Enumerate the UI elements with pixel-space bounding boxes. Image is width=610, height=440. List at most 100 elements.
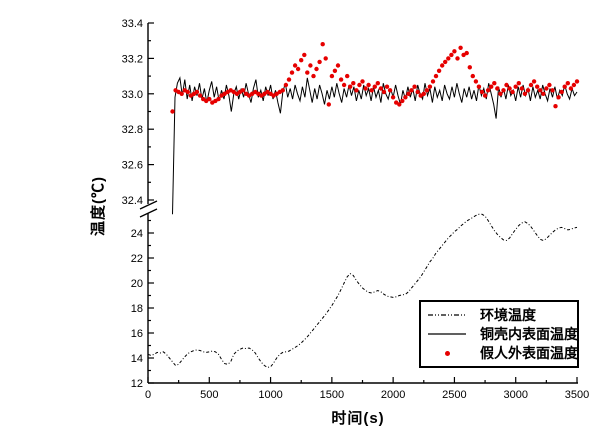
x-tick-label: 500 <box>200 389 218 401</box>
solid-line-sample-icon <box>427 331 467 337</box>
manikin-dot <box>470 73 475 79</box>
manikin-dot <box>381 89 387 95</box>
manikin-dot <box>289 70 295 75</box>
manikin-dot <box>308 63 313 68</box>
manikin-dot <box>375 81 380 86</box>
legend-item-ambient: 环境温度 <box>427 305 571 324</box>
legend-item-manikin: 假人外表面温度 <box>427 344 578 363</box>
manikin-dot <box>341 82 347 88</box>
manikin-dot <box>571 82 577 88</box>
manikin-dot <box>458 45 463 50</box>
manikin-dot <box>170 109 175 114</box>
manikin-dot <box>421 91 426 97</box>
manikin-dot <box>547 82 552 88</box>
manikin-dot <box>440 63 445 68</box>
break-slash-icon <box>139 200 158 210</box>
manikin-dot <box>430 79 436 84</box>
manikin-dot <box>574 79 580 84</box>
manikin-dot <box>295 66 301 72</box>
manikin-dot <box>553 104 558 109</box>
manikin-dot <box>369 88 374 93</box>
manikin-dot <box>510 89 515 95</box>
y-tick-label: 32.8 <box>122 124 143 136</box>
manikin-dot <box>357 82 362 88</box>
x-tick-label: 2500 <box>442 389 466 401</box>
manikin-dot <box>286 77 292 82</box>
legend-label-ambient: 环境温度 <box>480 306 536 323</box>
manikin-dot <box>541 91 546 97</box>
manikin-dot <box>452 49 457 54</box>
manikin-dot <box>194 89 200 95</box>
manikin-dot <box>473 79 479 84</box>
manikin-dot <box>436 68 442 74</box>
manikin-dot <box>354 88 359 93</box>
tick-marks <box>147 22 578 384</box>
manikin-dot <box>216 96 221 102</box>
manikin-dot <box>348 84 353 89</box>
manikin-dot <box>329 73 335 79</box>
manikin-dot <box>400 98 405 104</box>
x-tick-label: 1500 <box>320 389 344 401</box>
manikin-dot <box>302 52 307 58</box>
manikin-dot <box>360 79 365 84</box>
manikin-dot <box>498 91 503 97</box>
manikin-dot <box>556 95 561 100</box>
x-tick-label: 0 <box>145 389 151 401</box>
x-tick-label: 3000 <box>503 389 527 401</box>
break-slash-icon <box>139 208 158 218</box>
legend-label-manikin: 假人外表面温度 <box>480 345 578 362</box>
legend-item-copper-shell: 铜壳内表面温度 <box>427 324 578 343</box>
manikin-dot <box>323 56 328 61</box>
x-axis-title: 时间(s) <box>331 410 385 427</box>
manikin-dot <box>516 81 521 86</box>
manikin-dot <box>455 56 460 61</box>
manikin-dot <box>415 89 420 95</box>
manikin-dot <box>372 84 377 89</box>
manikin-dot <box>504 82 509 88</box>
manikin-dot <box>489 84 494 89</box>
manikin-dot <box>482 93 488 98</box>
manikin-dot <box>332 68 338 74</box>
manikin-dot <box>351 81 356 86</box>
manikin-dot <box>335 63 341 68</box>
manikin-dot <box>565 81 570 86</box>
manikin-dot <box>427 84 433 89</box>
manikin-dot <box>314 66 319 72</box>
manikin-dot <box>320 42 325 47</box>
manikin-dots <box>170 42 580 114</box>
manikin-dot <box>531 79 537 84</box>
manikin-dot <box>550 88 555 93</box>
manikin-dot <box>495 86 500 91</box>
x-tick-label: 3500 <box>565 389 589 401</box>
manikin-dot <box>280 88 285 93</box>
y-tick-label: 22 <box>131 253 143 265</box>
manikin-dot <box>311 73 316 79</box>
manikin-dot <box>387 88 393 93</box>
manikin-dot <box>292 63 298 68</box>
manikin-dot <box>559 89 564 95</box>
y-tick-label: 33.0 <box>122 89 143 101</box>
manikin-dot <box>240 88 246 93</box>
manikin-dot <box>443 59 448 65</box>
y-tick-label: 16 <box>131 328 143 340</box>
manikin-dot <box>185 89 190 95</box>
manikin-dot <box>538 88 543 93</box>
manikin-dot <box>397 102 402 107</box>
red-dot-sample-icon <box>427 350 467 356</box>
manikin-dot <box>424 88 430 93</box>
manikin-dot <box>522 91 528 97</box>
manikin-dot <box>467 65 472 70</box>
manikin-dot <box>406 91 411 97</box>
manikin-dot <box>338 77 344 82</box>
x-tick-label: 1000 <box>258 389 282 401</box>
manikin-dot <box>449 52 454 58</box>
env-temp-line <box>147 213 578 368</box>
manikin-dot <box>345 73 350 79</box>
manikin-dot <box>492 81 497 86</box>
y-tick-label: 14 <box>131 353 143 365</box>
y-tick-label: 33.4 <box>122 18 143 30</box>
manikin-dot <box>412 84 417 89</box>
manikin-dot <box>519 86 524 91</box>
